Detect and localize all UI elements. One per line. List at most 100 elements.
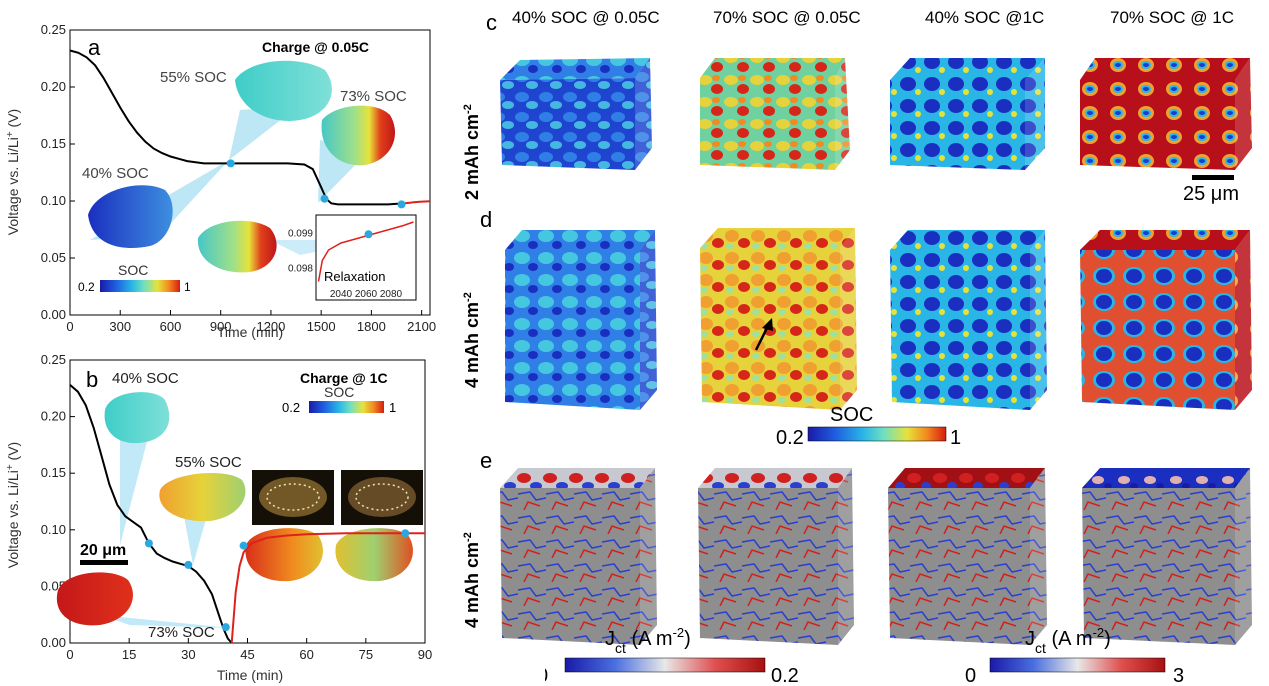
- particle-recovery-2: [335, 528, 413, 582]
- x-tick-label: 1500: [307, 319, 336, 334]
- state-markers: [144, 529, 410, 632]
- cube-e-3: [888, 468, 1047, 645]
- particle-73-soc: [321, 105, 396, 166]
- panel-label-a: a: [88, 35, 101, 60]
- panel-a-chart: 0.00 0.05 0.10 0.15 0.20 0.25 0 300 600 900 1200 1…: [5, 22, 436, 340]
- inset-x-tick-label: 2040: [330, 289, 353, 300]
- tomography-speckle: [355, 483, 409, 511]
- annotation-73-soc: 73% SOC: [340, 88, 407, 105]
- soc-colorbar: [309, 401, 384, 413]
- y-tick-label: 0.25: [41, 352, 66, 367]
- jct-colorbar-1-min: 0: [545, 665, 548, 686]
- y-tick-label: 0.20: [41, 79, 66, 94]
- scalebar-label: 25 μm: [1183, 183, 1239, 205]
- annotation-55-soc: 55% SOC: [160, 69, 227, 86]
- state-marker: [221, 623, 230, 632]
- jct-colorbar-1: [564, 657, 766, 673]
- scalebar: [80, 560, 128, 565]
- panel-label-d: d: [480, 207, 493, 232]
- column-title-4: 70% SOC @ 1C: [1110, 8, 1235, 27]
- cube-c-4: [1080, 58, 1252, 170]
- scalebar: [1192, 175, 1234, 180]
- cube-d-3: [890, 230, 1047, 410]
- y-tick-label: 0.10: [41, 522, 66, 537]
- series-black-curve: [69, 384, 233, 644]
- cube-c-3: [890, 58, 1045, 170]
- y-ticks: 0.000.050.100.150.200.25: [41, 352, 75, 650]
- inset-curve: [317, 221, 414, 282]
- x-tick-label: 1200: [256, 319, 285, 334]
- jct-colorbar-2-max: 3: [1173, 665, 1184, 686]
- cube-e-2: [698, 468, 854, 645]
- inset-y-tick-label: 0.099: [288, 229, 313, 240]
- particle-55-soc: [235, 60, 332, 121]
- column-title-1: 40% SOC @ 0.05C: [512, 8, 660, 27]
- annotation-73-soc: 73% SOC: [148, 624, 215, 641]
- jct-colorbar-1-max: 0.2: [771, 665, 799, 686]
- state-marker: [320, 194, 329, 203]
- row-label-e: 4 mAh cm-2: [462, 532, 482, 628]
- colorbar-title: SOC: [118, 262, 148, 278]
- cube-d-1: [505, 230, 657, 410]
- colorbar-max: 1: [184, 280, 191, 294]
- row-label-c: 2 mAh cm-2: [462, 104, 482, 200]
- x-tick-label: 30: [181, 647, 195, 662]
- column-title-2: 70% SOC @ 0.05C: [713, 8, 861, 27]
- inset-y-tick-label: 0.098: [288, 264, 313, 275]
- series-red-curve: [404, 200, 431, 205]
- x-tick-label: 1800: [357, 319, 386, 334]
- y-tick-label: 0.20: [41, 409, 66, 424]
- chart-title: Charge @ 0.05C: [262, 39, 369, 55]
- inset-label: Relaxation: [324, 269, 385, 284]
- panel-label-b: b: [86, 367, 98, 392]
- x-tick-label: 15: [122, 647, 136, 662]
- x-axis-label: Time (min): [217, 324, 283, 340]
- x-tick-label: 2100: [407, 319, 436, 334]
- y-tick-label: 0.05: [41, 250, 66, 265]
- particle-40-soc: [88, 185, 173, 248]
- x-axis-label: Time (min): [217, 667, 283, 683]
- scalebar-label: 20 μm: [80, 542, 126, 559]
- soc-colorbar-max: 1: [950, 427, 961, 449]
- particle-55-soc: [159, 472, 246, 522]
- y-ticks: 0.000.050.100.150.200.25: [41, 22, 75, 322]
- panel-b-chart: 0.000.050.100.150.200.25 0 15 30 45 60 75 90 S…: [5, 352, 432, 683]
- y-tick-label: 0.25: [41, 22, 66, 37]
- soc-colorbar-min: 0.2: [776, 427, 804, 449]
- annotation-55-soc: 55% SOC: [175, 454, 242, 471]
- y-tick-label: 0.15: [41, 136, 66, 151]
- jct-colorbar-1-title: Jct (A m-2): [605, 625, 691, 656]
- relaxation-inset: 0.098 0.099 2040 2060 2080 Relaxation: [288, 214, 417, 301]
- x-tick-label: 0: [66, 647, 73, 662]
- arrow-head: [762, 318, 773, 331]
- cube-d-4: [1080, 230, 1252, 410]
- tomography-speckle: [266, 483, 320, 511]
- colorbar-max: 1: [389, 400, 396, 415]
- series-red-curve: [230, 532, 425, 644]
- state-marker: [144, 539, 153, 548]
- state-marker: [226, 159, 235, 168]
- row-label-d: 4 mAh cm-2: [462, 292, 482, 388]
- x-ticks: 0 15 30 45 60 75 90: [66, 638, 432, 662]
- y-tick-label: 0.10: [41, 193, 66, 208]
- inset-x-ticks: 2040 2060 2080: [330, 289, 403, 300]
- colorbar-min: 0.2: [78, 280, 95, 294]
- colorbar-min: 0.2: [282, 400, 300, 415]
- jct-colorbar-2-title: Jct (A m-2): [1025, 625, 1111, 656]
- soc-colorbar: [100, 280, 180, 292]
- column-title-3: 40% SOC @1C: [925, 8, 1045, 27]
- x-tick-label: 45: [240, 647, 254, 662]
- callout-cone: [100, 615, 231, 628]
- x-ticks: 0 300 600 900 1200 1500 1800 2100: [66, 310, 436, 334]
- particle-40-soc: [104, 392, 170, 444]
- series-black-curve: [69, 49, 405, 206]
- particle-73-soc: [56, 572, 133, 626]
- state-markers: [226, 159, 406, 209]
- inset-marker: [364, 230, 373, 239]
- x-tick-label: 90: [418, 647, 432, 662]
- panel-label-e: e: [480, 448, 493, 473]
- jct-colorbar-2-min: 0: [965, 665, 976, 686]
- state-marker: [397, 200, 406, 209]
- state-marker: [184, 560, 193, 569]
- callout-cone: [120, 425, 150, 545]
